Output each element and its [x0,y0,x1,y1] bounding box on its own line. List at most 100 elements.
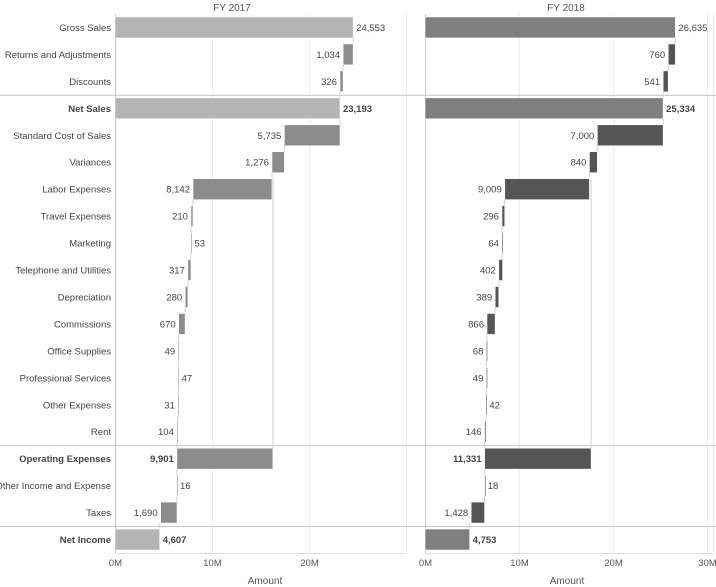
x-tick-label: 20M [604,558,623,569]
bar [342,43,354,66]
data-label: 389 [476,292,492,303]
data-label: 866 [468,319,484,330]
data-label: 16 [180,481,191,492]
data-label: 49 [473,373,484,384]
x-tick-label: 30M [698,558,716,569]
category-label: Net Income [60,535,111,546]
bar [190,205,194,227]
x-axis-title-fy2018: Amount [550,576,585,587]
data-label: 1,690 [134,508,158,519]
bar [470,501,485,524]
data-label: 541 [644,77,660,88]
bar [484,447,592,470]
data-label: 49 [165,346,176,357]
category-label: Other Income and Expense [0,481,111,492]
data-label: 9,901 [150,454,174,465]
category-label: Commissions [54,319,111,330]
bar [176,420,179,443]
bar [177,340,180,362]
bar [501,232,504,254]
bar [424,97,664,120]
data-label: 68 [473,346,484,357]
bar [178,313,186,335]
bar [187,259,192,281]
data-label: 53 [194,239,205,250]
data-label: 326 [321,77,337,88]
category-label: Rent [91,427,111,438]
bar [486,313,496,335]
bar [424,16,676,39]
data-label: 4,753 [473,535,497,546]
category-label: Labor Expenses [42,185,111,196]
category-label: Gross Sales [59,23,111,34]
category-label: Marketing [69,239,111,250]
category-label: Depreciation [58,292,111,303]
category-label: Variances [69,158,111,169]
category-label: Other Expenses [43,400,111,411]
data-label: 42 [489,400,500,411]
axis-layer: FY 2017 FY 2018 Amount Amount 0M 10M 20M 0M… [109,3,716,587]
bar [589,151,598,174]
data-label: 1,276 [245,158,269,169]
data-label: 1,428 [444,508,468,519]
data-label: 24,553 [356,23,385,34]
data-label: 47 [182,373,193,384]
data-label: 8,142 [166,185,190,196]
data-label: 11,331 [453,454,482,465]
data-label: 210 [172,212,188,223]
x-tick-label: 10M [510,558,529,569]
bar [484,420,487,443]
bar [192,178,273,200]
panel-title-fy2017: FY 2017 [213,3,251,14]
data-label: 1,034 [316,50,340,61]
panel-title-fy2018: FY 2018 [547,3,585,14]
bar [184,286,189,308]
data-label: 7,000 [571,131,595,142]
bar-layer [114,16,676,551]
separator-layer [0,94,716,528]
bar [271,151,285,174]
data-label: 760 [649,50,665,61]
bar [424,528,470,551]
data-label: 64 [488,239,499,250]
data-label: 26,635 [678,23,707,34]
category-label: Operating Expenses [19,454,111,465]
data-label: 280 [166,292,182,303]
bar [486,367,488,389]
data-label: 317 [169,266,185,277]
data-label: 402 [480,266,496,277]
bar [597,124,664,147]
bar [667,43,676,66]
data-label: 296 [483,212,499,223]
bar [114,528,160,551]
bar [176,474,179,497]
data-label: 25,334 [666,104,696,115]
x-tick-label: 0M [109,558,122,569]
data-label: 31 [164,400,175,411]
data-label: 146 [466,427,482,438]
bar [498,259,503,281]
data-label: 9,009 [478,185,502,196]
x-tick-label: 10M [203,558,222,569]
category-label: Professional Services [20,373,112,384]
category-label: Taxes [86,508,111,519]
bar [190,232,193,254]
category-label: Standard Cost of Sales [13,131,111,142]
x-axis-title-fy2017: Amount [248,576,283,587]
x-tick-label: 20M [300,558,319,569]
bar [177,393,180,416]
bar [494,286,500,308]
bar [504,178,590,200]
category-label: Returns and Adjustments [5,50,111,61]
bar [339,70,344,93]
bar [662,70,669,93]
category-label: Telephone and Utilities [15,266,111,277]
data-label: 23,193 [343,104,372,115]
data-label: 104 [158,427,174,438]
data-label: 18 [488,481,499,492]
bar [114,16,354,39]
bar [284,124,341,147]
x-tick-label: 0M [419,558,432,569]
bar [160,501,178,524]
